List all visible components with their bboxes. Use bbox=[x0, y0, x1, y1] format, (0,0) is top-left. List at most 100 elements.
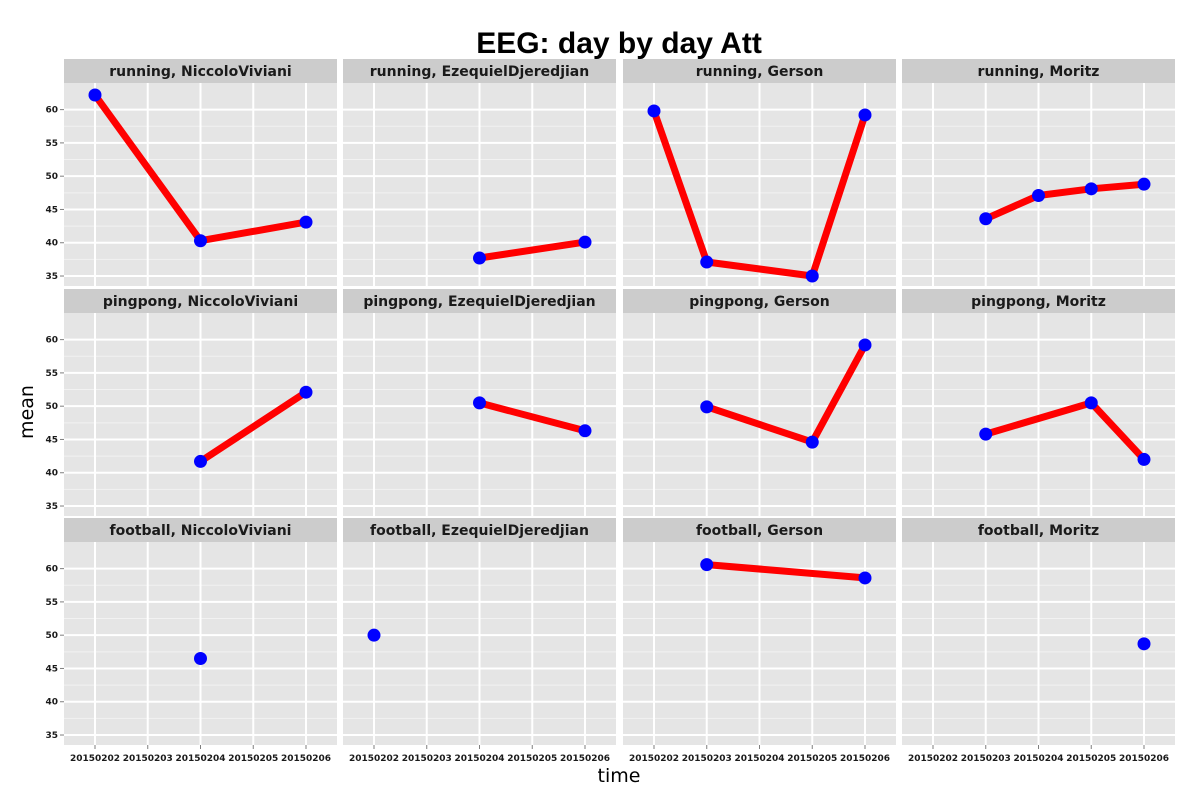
facet-strip bbox=[623, 289, 896, 313]
facet-strip-label: running, Gerson bbox=[696, 64, 824, 80]
y-tick-label: 40 bbox=[45, 698, 58, 708]
y-tick-label: 55 bbox=[45, 369, 58, 379]
y-tick-label: 60 bbox=[45, 565, 58, 575]
data-point bbox=[1137, 452, 1151, 466]
data-point bbox=[1137, 637, 1151, 651]
x-tick-label: 20150202 bbox=[70, 754, 120, 764]
data-point bbox=[805, 269, 819, 283]
x-tick-label: 20150206 bbox=[560, 754, 610, 764]
x-tick-label: 20150204 bbox=[454, 754, 504, 764]
y-axis-title: mean bbox=[16, 385, 38, 439]
y-tick-label: 35 bbox=[45, 272, 58, 282]
y-tick-label: 60 bbox=[45, 106, 58, 116]
data-point bbox=[858, 338, 872, 352]
facet-strip bbox=[64, 289, 337, 313]
x-tick-label: 20150203 bbox=[402, 754, 452, 764]
facet-strip-label: running, Moritz bbox=[978, 64, 1100, 80]
facet-panel: pingpong, NiccoloViviani 35 40 45 50 55 60 bbox=[45, 289, 337, 516]
series-line bbox=[476, 399, 589, 435]
facet-panel: running, Moritz bbox=[902, 59, 1175, 286]
facet-panels: running, NiccoloViviani354045505560runni… bbox=[45, 59, 1175, 764]
data-point bbox=[647, 104, 661, 118]
series-line bbox=[650, 107, 869, 280]
facet-strip bbox=[623, 518, 896, 542]
facet-strip-label: pingpong, EzequielDjeredjian bbox=[363, 294, 595, 310]
facet-strip-label: football, Gerson bbox=[696, 523, 823, 539]
facet-strip bbox=[343, 59, 616, 83]
y-tick-label: 40 bbox=[45, 469, 58, 479]
y-tick-label: 45 bbox=[45, 435, 58, 445]
x-tick-label: 20150204 bbox=[734, 754, 784, 764]
series-line bbox=[476, 238, 589, 262]
y-tick-label: 40 bbox=[45, 239, 58, 249]
facet-strip bbox=[343, 518, 616, 542]
data-point bbox=[979, 212, 993, 226]
facet-panel: pingpong, Gerson bbox=[623, 289, 896, 516]
facet-panel: running, EzequielDjeredjian bbox=[343, 59, 616, 286]
facet-strip bbox=[343, 289, 616, 313]
x-tick-label: 20150206 bbox=[281, 754, 331, 764]
x-tick-label: 20150202 bbox=[629, 754, 679, 764]
data-point bbox=[367, 628, 381, 642]
facet-panel: running, Gerson bbox=[623, 59, 896, 286]
data-point bbox=[299, 215, 313, 229]
x-tick-label: 20150203 bbox=[682, 754, 732, 764]
series-line bbox=[197, 388, 310, 465]
facet-panel: football, Gerson 20150202 20150203 20150204… bbox=[623, 518, 896, 764]
y-tick-label: 35 bbox=[45, 502, 58, 512]
facet-panel: football, NiccoloViviani 35 40 45 50 55 60 2015… bbox=[45, 518, 337, 764]
facet-strip-label: running, NiccoloViviani bbox=[109, 64, 291, 80]
data-point bbox=[194, 651, 207, 665]
data-point bbox=[473, 396, 486, 410]
facet-strip bbox=[64, 518, 337, 542]
x-tick-label: 20150204 bbox=[1013, 754, 1063, 764]
data-point bbox=[578, 235, 592, 249]
data-point bbox=[1084, 182, 1098, 196]
data-point bbox=[700, 255, 714, 269]
facet-strip-label: running, EzequielDjeredjian bbox=[370, 64, 589, 80]
y-tick-label: 45 bbox=[45, 205, 58, 215]
data-point bbox=[88, 88, 102, 102]
data-point bbox=[700, 558, 714, 572]
data-point bbox=[194, 454, 207, 468]
data-point bbox=[858, 108, 872, 122]
facet-strip-label: football, Moritz bbox=[978, 523, 1099, 539]
x-tick-label: 20150205 bbox=[1066, 754, 1116, 764]
x-tick-label: 20150202 bbox=[349, 754, 399, 764]
facet-strip-label: pingpong, NiccoloViviani bbox=[103, 294, 298, 310]
data-point bbox=[299, 385, 313, 399]
series-line bbox=[703, 561, 869, 582]
x-tick-label: 20150203 bbox=[961, 754, 1011, 764]
y-tick-label: 55 bbox=[45, 598, 58, 608]
data-point bbox=[194, 234, 207, 248]
series-line bbox=[982, 180, 1148, 223]
facet-strip bbox=[64, 59, 337, 83]
y-tick-label: 35 bbox=[45, 731, 58, 741]
data-point bbox=[1032, 188, 1045, 202]
data-point bbox=[805, 435, 819, 449]
x-tick-label: 20150206 bbox=[1119, 754, 1169, 764]
data-point bbox=[858, 571, 872, 585]
y-tick-label: 50 bbox=[45, 402, 58, 412]
y-tick-label: 50 bbox=[45, 631, 58, 641]
data-point bbox=[578, 424, 592, 438]
x-tick-label: 20150205 bbox=[228, 754, 278, 764]
facet-panel: running, NiccoloViviani 35 40 45 50 55 60 bbox=[45, 59, 337, 286]
facet-strip bbox=[902, 59, 1175, 83]
data-point bbox=[1137, 177, 1151, 191]
facet-strip bbox=[902, 289, 1175, 313]
data-point bbox=[700, 400, 714, 414]
x-tick-label: 20150204 bbox=[175, 754, 225, 764]
y-tick-label: 50 bbox=[45, 172, 58, 182]
facet-strip bbox=[902, 518, 1175, 542]
facet-panel: pingpong, EzequielDjeredjian bbox=[343, 289, 616, 516]
facet-strip-label: football, NiccoloViviani bbox=[110, 523, 292, 539]
x-tick-label: 20150206 bbox=[840, 754, 890, 764]
facet-strip bbox=[623, 59, 896, 83]
y-tick-label: 55 bbox=[45, 139, 58, 149]
x-tick-label: 20150205 bbox=[507, 754, 557, 764]
y-tick-label: 60 bbox=[45, 336, 58, 346]
x-tick-label: 20150205 bbox=[787, 754, 837, 764]
data-point bbox=[1084, 396, 1098, 410]
